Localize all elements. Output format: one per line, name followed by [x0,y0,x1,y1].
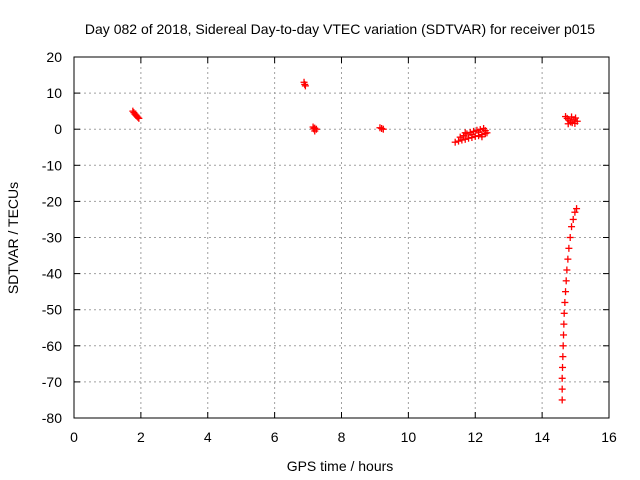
x-tick-labels: 0 2 4 6 8 10 12 14 16 [70,429,617,445]
data-point [573,205,581,213]
data-point [481,127,489,135]
data-point [559,353,567,361]
y-tick-label: -10 [42,157,62,173]
y-tick-label: -20 [42,193,62,209]
x-tick-label: 4 [204,429,212,445]
x-axis-label: GPS time / hours [287,458,394,474]
plot-frame [73,56,610,419]
y-tick-labels: 20 10 0 -10 -20 -30 -40 -50 -60 -70 -80 [42,49,62,426]
y-tick-label: -70 [42,374,62,390]
x-tick-label: 16 [601,429,617,445]
data-point [301,80,309,88]
data-point [559,363,567,371]
data-point [470,127,478,135]
data-point [565,244,573,252]
y-tick-label: -40 [42,266,62,282]
data-point [378,124,386,132]
data-point [561,298,569,306]
y-tick-label: 10 [46,85,62,101]
data-point [478,133,486,141]
data-point [572,114,580,122]
y-tick-label: -80 [42,410,62,426]
data-point [562,288,570,296]
data-points [129,78,581,404]
y-axis-label: SDTVAR / TECUs [5,182,21,294]
data-point [456,133,464,141]
data-point [379,125,387,133]
y-tick-label: 20 [46,49,62,65]
data-point [463,130,471,138]
y-tick-label: -30 [42,230,62,246]
data-point [569,215,577,223]
data-point [376,124,384,132]
x-tick-label: 0 [70,429,78,445]
data-point [562,277,570,285]
data-point [563,266,571,274]
data-point [571,208,579,216]
data-point [564,120,572,128]
chart-title: Day 082 of 2018, Sidereal Day-to-day VTE… [85,21,595,37]
y-tick-label: -50 [42,302,62,318]
data-point [468,131,476,139]
data-point [564,255,572,263]
x-tick-label: 12 [467,429,483,445]
data-point [568,223,576,231]
data-point [560,331,568,339]
data-point [455,137,463,145]
data-point [301,82,309,90]
data-point [461,129,469,137]
data-point [560,309,568,317]
x-tick-label: 14 [534,429,550,445]
data-point [451,138,459,146]
data-point [566,234,574,241]
data-point [571,119,579,127]
data-point [558,396,566,404]
data-point [465,134,473,142]
x-tick-label: 8 [338,429,346,445]
data-point [461,135,469,143]
data-point [560,320,568,328]
data-point [134,113,142,121]
data-point [568,113,576,121]
data-point [135,114,143,122]
grid-lines [74,57,609,418]
data-point [310,125,318,133]
data-point [558,385,566,393]
y-tick-label: 0 [54,121,62,137]
y-tick-label: -60 [42,338,62,354]
x-tick-label: 2 [137,429,145,445]
data-point [558,374,566,382]
x-tick-label: 6 [271,429,279,445]
x-tick-label: 10 [401,429,417,445]
data-point [475,128,483,136]
data-point [559,342,567,350]
